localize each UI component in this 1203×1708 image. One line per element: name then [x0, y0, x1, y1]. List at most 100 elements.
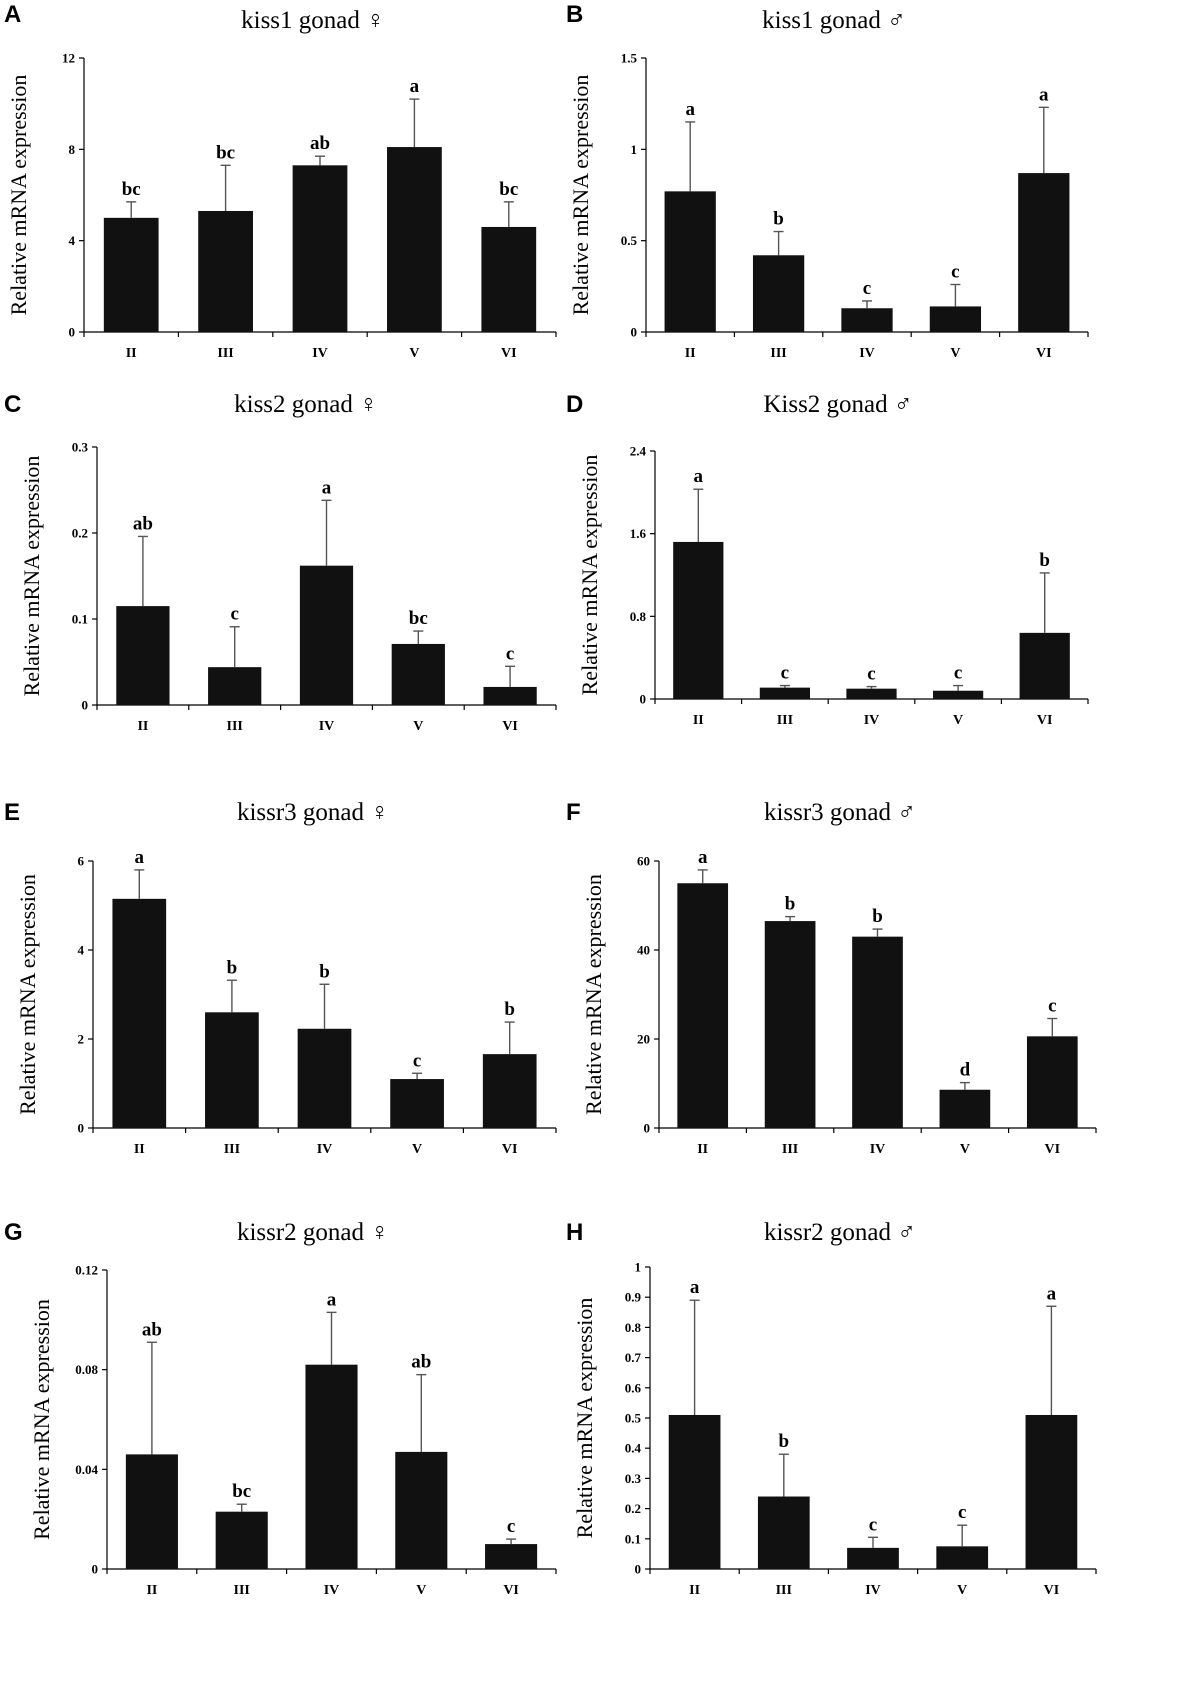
panel-f-bar-iv — [852, 936, 903, 1128]
panel-a-title: kiss1 gonad ♀ — [241, 7, 385, 34]
panel-h-bar-v — [936, 1546, 989, 1569]
panel-b-category-vi: VI — [1036, 346, 1052, 361]
panel-g-ytick-label: 0.04 — [75, 1462, 98, 1477]
panel-c-sig-label-iii: c — [230, 604, 238, 625]
panel-b-category-v: V — [950, 346, 960, 361]
panel-b-bar-iv — [841, 308, 893, 332]
panel-c-category-iii: III — [227, 719, 243, 734]
panel-d-category-vi: VI — [1037, 713, 1053, 728]
panel-g-category-vi: VI — [503, 1583, 519, 1598]
panel-d-ytick-label: 2.4 — [630, 444, 647, 459]
panel-f-letter: F — [566, 799, 581, 826]
panel-a-ylabel: Relative mRNA expression — [6, 75, 31, 316]
panel-h-ytick-label: 0.8 — [625, 1320, 642, 1335]
panel-a-ytick-label: 0 — [69, 325, 76, 340]
panel-g-sig-label-vi: c — [507, 1516, 515, 1537]
panel-b-sig-label-v: c — [951, 262, 959, 283]
panel-f-ytick-label: 20 — [637, 1032, 650, 1047]
panel-h-bar-vi — [1025, 1414, 1078, 1569]
panel-e-category-vi: VI — [502, 1142, 518, 1157]
panel-h-bar-iii — [757, 1496, 810, 1569]
panel-d-letter: D — [566, 391, 583, 418]
panel-g-sig-label-v: ab — [411, 1352, 431, 1373]
panel-d-category-iii: III — [777, 713, 793, 728]
panel-h-letter: H — [566, 1219, 583, 1246]
panel-g-category-iii: III — [234, 1583, 250, 1598]
panel-e-category-ii: II — [134, 1142, 145, 1157]
panel-d-ytick-label: 0 — [640, 692, 647, 707]
panel-d-bar-vi — [1019, 632, 1070, 699]
panel-c-ylabel: Relative mRNA expression — [19, 456, 44, 697]
panel-h-sig-label-ii: a — [690, 1277, 700, 1298]
panel-h-sig-label-vi: a — [1047, 1283, 1057, 1304]
panel-e-sig-label-iii: b — [227, 957, 238, 978]
panel-f-category-ii: II — [697, 1142, 708, 1157]
panel-e-category-v: V — [412, 1142, 422, 1157]
panel-f-bar-ii — [677, 883, 729, 1128]
panel-f-category-v: V — [960, 1142, 970, 1157]
panel-f-ylabel: Relative mRNA expression — [581, 874, 606, 1115]
panel-b-bar-ii — [664, 191, 716, 332]
panel-b-ytick-label: 0.5 — [621, 233, 638, 248]
panel-a-sig-label-iv: ab — [310, 133, 330, 154]
panel-f-bar-iii — [764, 921, 816, 1128]
panel-g-bar-iii — [215, 1511, 268, 1569]
panel-d-bar-iii — [759, 687, 811, 699]
panel-h-category-ii: II — [689, 1583, 700, 1598]
panel-c-ytick-label: 0 — [82, 698, 89, 713]
panel-g-category-ii: II — [146, 1583, 157, 1598]
panel-h-ytick-label: 0.4 — [625, 1441, 642, 1456]
panel-f-title: kissr3 gonad ♂ — [764, 799, 916, 826]
panel-b-ylabel: Relative mRNA expression — [568, 75, 593, 316]
panel-g-bar-ii — [125, 1454, 178, 1569]
panel-e-sig-label-vi: b — [504, 999, 515, 1020]
panel-h-ytick-label: 0.9 — [625, 1290, 642, 1305]
panel-c-sig-label-v: bc — [409, 608, 428, 629]
panel-g-bar-iv — [305, 1364, 358, 1569]
panel-g-ytick-label: 0.08 — [75, 1362, 98, 1377]
panel-e-bar-iv — [297, 1028, 352, 1128]
panel-f-category-iv: IV — [870, 1142, 886, 1157]
panel-h-ytick-label: 0.2 — [625, 1501, 641, 1516]
panel-h-category-vi: VI — [1044, 1583, 1060, 1598]
panel-e-ytick-label: 2 — [78, 1032, 85, 1047]
panel-c-bar-iv — [299, 565, 354, 705]
panel-a-bar-iii — [198, 210, 253, 332]
panel-d-bar-ii — [673, 541, 724, 699]
panel-c-category-v: V — [413, 719, 423, 734]
panel-f-category-vi: VI — [1045, 1142, 1061, 1157]
panel-g-category-v: V — [416, 1583, 426, 1598]
panel-e-title: kissr3 gonad ♀ — [237, 799, 389, 826]
panel-a-sig-label-vi: bc — [499, 179, 518, 200]
panel-f-ytick-label: 40 — [637, 943, 650, 958]
panel-c-sig-label-iv: a — [322, 477, 332, 498]
panel-f-ytick-label: 0 — [644, 1121, 651, 1136]
panel-c-category-vi: VI — [502, 719, 518, 734]
panel-c-ytick-label: 0.1 — [72, 612, 88, 627]
panel-c-sig-label-vi: c — [506, 643, 514, 664]
panel-a-ytick-label: 8 — [69, 142, 76, 157]
panel-h-ytick-label: 0.7 — [625, 1350, 642, 1365]
panel-d-category-ii: II — [693, 713, 704, 728]
panel-h-category-v: V — [957, 1583, 967, 1598]
panel-e-bar-vi — [482, 1054, 537, 1128]
panel-b-ytick-label: 1 — [631, 142, 638, 157]
panel-c-category-ii: II — [137, 719, 148, 734]
panel-h-category-iii: III — [776, 1583, 792, 1598]
panel-d-sig-label-iv: c — [867, 664, 875, 685]
panel-a-category-ii: II — [126, 346, 137, 361]
panel-h-ytick-label: 1 — [635, 1260, 642, 1275]
panel-g-bar-vi — [485, 1544, 538, 1569]
panel-b-sig-label-iv: c — [863, 278, 871, 299]
panel-a-category-iv: IV — [312, 346, 328, 361]
panel-a-bar-vi — [481, 226, 537, 332]
panel-a-category-v: V — [409, 346, 419, 361]
panel-b-category-iv: IV — [859, 346, 875, 361]
panel-b-category-iii: III — [770, 346, 786, 361]
panel-b-letter: B — [566, 1, 583, 28]
panel-e-ytick-label: 6 — [78, 854, 85, 869]
